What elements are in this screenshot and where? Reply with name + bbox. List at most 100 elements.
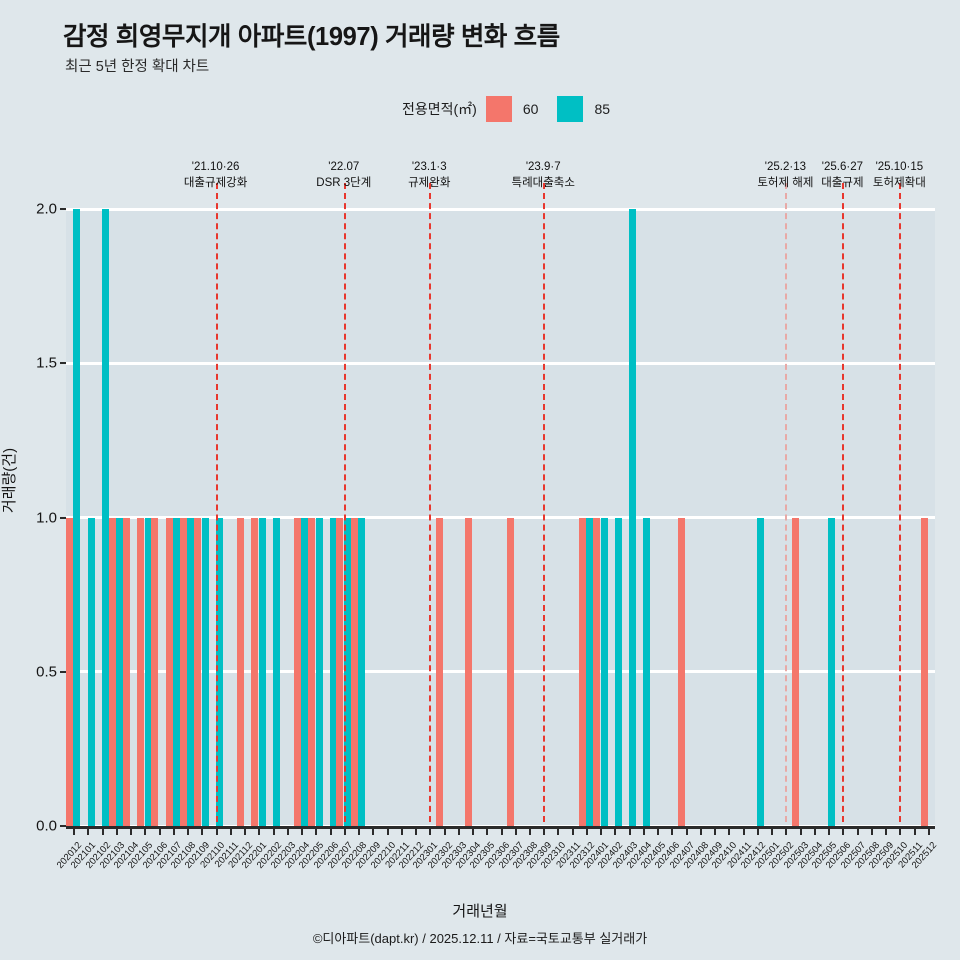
bar-85-202101[interactable] — [87, 517, 95, 826]
y-tick-label: 0.5 — [36, 663, 57, 681]
x-tick-mark — [101, 826, 104, 835]
event-date: '25.10·15 — [875, 161, 924, 173]
event-date: '23.1·3 — [411, 161, 447, 173]
bar-85-202206[interactable] — [329, 517, 337, 826]
x-tick-mark — [842, 826, 845, 835]
y-tick-mark — [60, 516, 66, 519]
x-tick-mark — [642, 826, 645, 835]
x-tick-mark — [671, 826, 674, 835]
bar-60-202108[interactable] — [179, 517, 187, 826]
bar-60-202304[interactable] — [464, 517, 472, 826]
legend-label-85: 85 — [594, 101, 611, 117]
bar-60-202307[interactable] — [507, 517, 515, 826]
bar-60-202207[interactable] — [336, 517, 344, 826]
bar-85-202012[interactable] — [73, 209, 81, 826]
x-tick-mark — [514, 826, 517, 835]
bar-85-202109[interactable] — [201, 517, 209, 826]
x-tick-mark — [685, 826, 688, 835]
bar-60-202104[interactable] — [122, 517, 130, 826]
x-tick-mark — [187, 826, 190, 835]
x-tick-mark — [400, 826, 403, 835]
event-label-202207: '22.07 DSR 3단계 — [316, 160, 371, 191]
gridline — [66, 516, 935, 519]
bar-85-202201[interactable] — [258, 517, 266, 826]
bar-60-202401[interactable] — [592, 517, 600, 826]
x-tick-mark — [144, 826, 147, 835]
chart-title: 감정 희영무지개 아파트(1997) 거래량 변화 흐름 — [63, 23, 560, 51]
bar-85-202107[interactable] — [173, 517, 181, 826]
x-tick-mark — [372, 826, 375, 835]
bar-85-202208[interactable] — [358, 517, 366, 826]
bar-60-202201[interactable] — [251, 517, 259, 826]
x-tick-mark — [714, 826, 717, 835]
x-tick-mark — [429, 826, 432, 835]
bar-85-202102[interactable] — [101, 209, 109, 826]
event-label-202301: '23.1·3 규제완화 — [408, 160, 450, 191]
plot-area — [65, 183, 935, 832]
x-tick-mark — [415, 826, 418, 835]
chart-credit: ©디아파트(dapt.kr) / 2025.12.11 / 자료=국토교통부 실… — [312, 931, 648, 946]
legend-swatch-60[interactable] — [485, 96, 512, 122]
bar-85-202110[interactable] — [215, 517, 223, 826]
y-axis-labels: 0.0 0.5 1.0 1.5 2.0 — [0, 201, 57, 835]
bar-60-202105[interactable] — [137, 517, 145, 826]
x-tick-mark — [301, 826, 304, 835]
x-tick-mark — [927, 826, 930, 835]
event-line-202309 — [543, 183, 546, 832]
x-tick-mark — [358, 826, 361, 835]
y-tick-label: 1.5 — [36, 354, 57, 372]
event-text: 대출규제강화 — [183, 176, 248, 189]
x-tick-mark — [87, 826, 90, 835]
bar-60-202109[interactable] — [194, 517, 202, 826]
y-tick-label: 0.0 — [36, 817, 57, 835]
y-tick-mark — [60, 670, 66, 673]
x-tick-mark — [215, 826, 218, 835]
bar-85-202402[interactable] — [614, 517, 622, 826]
x-tick-mark — [899, 826, 902, 835]
bar-85-202505[interactable] — [828, 517, 836, 826]
bar-60-202103[interactable] — [108, 517, 116, 826]
bar-60-202208[interactable] — [350, 517, 358, 826]
bar-60-202012[interactable] — [65, 517, 73, 826]
bar-60-202205[interactable] — [308, 517, 315, 826]
bar-85-202403[interactable] — [629, 209, 636, 826]
event-date: '21.10·26 — [191, 161, 240, 173]
legend-label-60: 60 — [522, 101, 539, 117]
event-date: '25.6·27 — [821, 161, 863, 173]
bar-85-202207[interactable] — [344, 517, 352, 826]
x-tick-mark — [172, 826, 175, 835]
x-tick-mark — [885, 826, 888, 835]
bar-60-202302[interactable] — [436, 517, 444, 826]
bar-85-202105[interactable] — [144, 517, 152, 826]
x-tick-mark — [557, 826, 560, 835]
bar-85-202202[interactable] — [272, 517, 280, 826]
bar-85-202103[interactable] — [116, 517, 124, 826]
x-tick-mark — [742, 826, 745, 835]
bar-60-202503[interactable] — [792, 517, 800, 826]
bar-60-202112[interactable] — [236, 517, 244, 826]
bar-85-202205[interactable] — [315, 517, 323, 826]
x-tick-mark — [201, 826, 204, 835]
y-axis-title: 거래량(건) — [1, 447, 19, 514]
bar-85-202204[interactable] — [301, 517, 309, 826]
x-tick-mark — [472, 826, 474, 835]
bar-85-202108[interactable] — [187, 517, 195, 826]
bar-60-202204[interactable] — [293, 517, 301, 826]
bar-60-202512[interactable] — [920, 517, 928, 826]
bar-60-202106[interactable] — [151, 517, 159, 826]
x-tick-mark — [386, 826, 389, 835]
x-tick-mark — [286, 826, 289, 835]
event-label-202506: '25.6·27 대출규제 — [821, 160, 863, 191]
x-tick-mark — [130, 826, 133, 835]
x-tick-mark — [657, 826, 660, 835]
bar-85-202401[interactable] — [600, 517, 608, 826]
bar-60-202312[interactable] — [578, 517, 586, 826]
bar-85-202404[interactable] — [643, 517, 651, 826]
bar-60-202407[interactable] — [678, 517, 686, 826]
y-tick-mark — [60, 825, 66, 827]
bar-60-202107[interactable] — [165, 517, 173, 826]
bar-85-202312[interactable] — [586, 517, 594, 826]
legend-swatch-85[interactable] — [557, 96, 584, 122]
bar-85-202412[interactable] — [757, 517, 765, 826]
